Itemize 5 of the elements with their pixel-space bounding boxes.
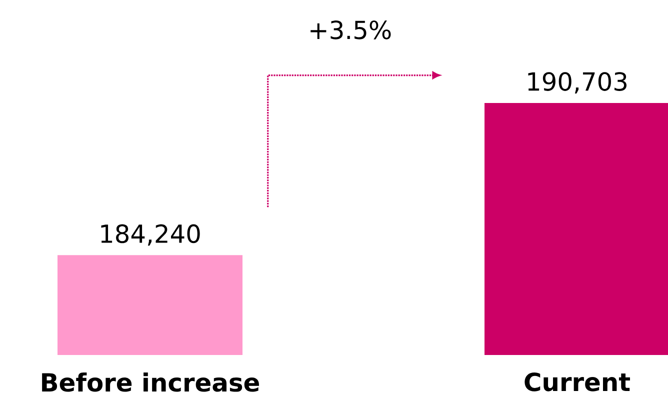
x-tick-label: Before increase — [42, 372, 259, 392]
data-label: 184,240 — [101, 224, 200, 246]
text: +3.5% — [310, 20, 391, 40]
data-label: 190,703 — [528, 72, 626, 94]
x-tick-label: Current — [524, 372, 630, 392]
